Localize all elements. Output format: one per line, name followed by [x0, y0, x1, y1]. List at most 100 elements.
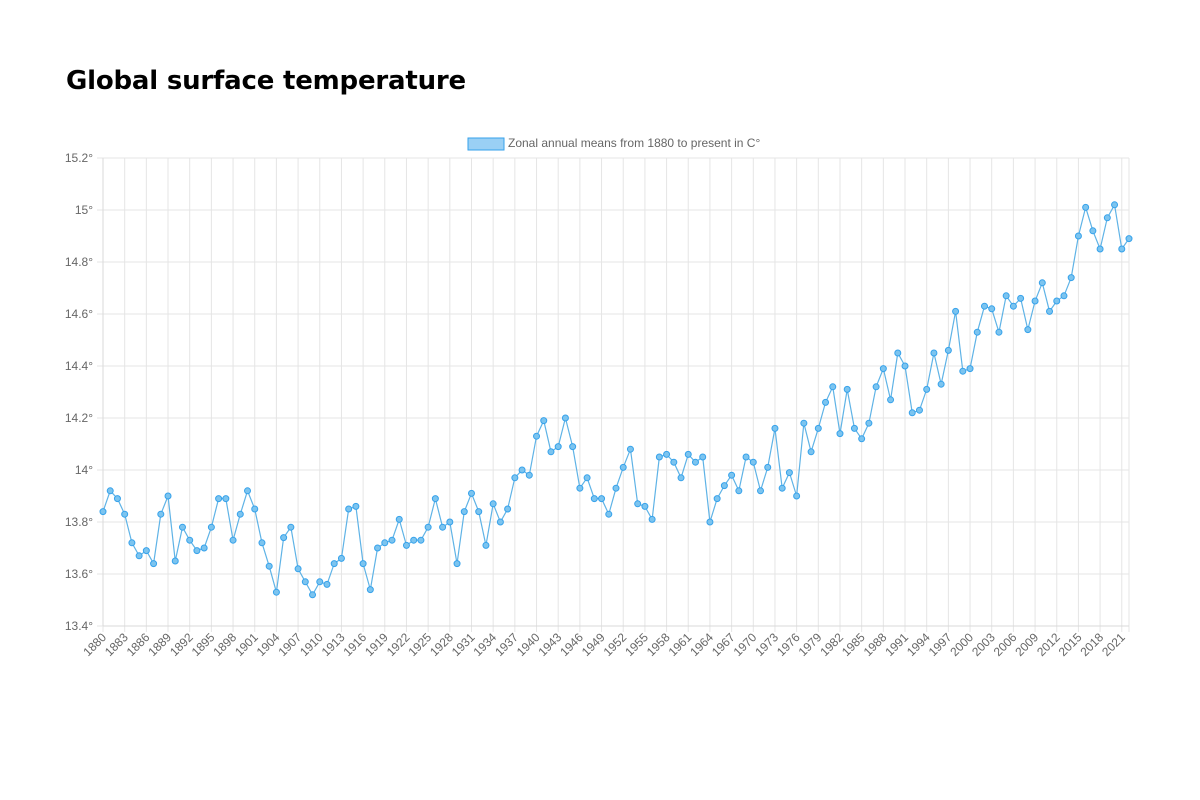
data-point[interactable] [366, 586, 374, 594]
chart-legend[interactable]: Zonal annual means from 1880 to present … [467, 136, 760, 151]
data-point[interactable] [757, 487, 765, 495]
data-point[interactable] [641, 502, 649, 510]
data-point[interactable] [807, 448, 815, 456]
data-point[interactable] [952, 307, 960, 315]
data-point[interactable] [670, 458, 678, 466]
data-point[interactable] [648, 515, 656, 523]
data-point[interactable] [576, 484, 584, 492]
data-point[interactable] [1067, 274, 1075, 282]
data-point[interactable] [619, 463, 627, 471]
data-point[interactable] [453, 560, 461, 568]
data-point[interactable] [323, 580, 331, 588]
data-point[interactable] [467, 489, 475, 497]
data-point[interactable] [771, 424, 779, 432]
data-point[interactable] [872, 383, 880, 391]
data-point[interactable] [525, 471, 533, 479]
data-point[interactable] [1096, 245, 1104, 253]
data-point[interactable] [655, 453, 663, 461]
data-point[interactable] [178, 523, 186, 531]
data-point[interactable] [966, 365, 974, 373]
data-point[interactable] [511, 474, 519, 482]
data-point[interactable] [547, 448, 555, 456]
data-point[interactable] [388, 536, 396, 544]
data-point[interactable] [973, 328, 981, 336]
data-point[interactable] [337, 554, 345, 562]
data-point[interactable] [424, 523, 432, 531]
data-point[interactable] [489, 500, 497, 508]
data-point[interactable] [937, 380, 945, 388]
data-point[interactable] [200, 544, 208, 552]
data-point[interactable] [395, 515, 403, 523]
data-point[interactable] [460, 508, 468, 516]
data-point[interactable] [1053, 297, 1061, 305]
data-point[interactable] [959, 367, 967, 375]
data-point[interactable] [995, 328, 1003, 336]
data-point[interactable] [684, 450, 692, 458]
data-point[interactable] [785, 469, 793, 477]
data-point[interactable] [923, 385, 931, 393]
data-point[interactable] [518, 466, 526, 474]
data-point[interactable] [800, 419, 808, 427]
data-point[interactable] [1038, 279, 1046, 287]
data-point[interactable] [699, 453, 707, 461]
data-point[interactable] [113, 495, 121, 503]
data-point[interactable] [713, 495, 721, 503]
data-point[interactable] [410, 536, 418, 544]
data-point[interactable] [439, 523, 447, 531]
data-point[interactable] [706, 518, 714, 526]
data-point[interactable] [554, 443, 562, 451]
data-point[interactable] [829, 383, 837, 391]
data-point[interactable] [887, 396, 895, 404]
data-point[interactable] [533, 432, 541, 440]
data-point[interactable] [894, 349, 902, 357]
data-point[interactable] [150, 560, 158, 568]
data-point[interactable] [944, 346, 952, 354]
data-point[interactable] [352, 502, 360, 510]
data-point[interactable] [229, 536, 237, 544]
data-point[interactable] [301, 578, 309, 586]
data-point[interactable] [193, 547, 201, 555]
data-point[interactable] [417, 536, 425, 544]
data-point[interactable] [316, 578, 324, 586]
data-point[interactable] [446, 518, 454, 526]
data-point[interactable] [901, 362, 909, 370]
data-point[interactable] [626, 445, 634, 453]
data-point[interactable] [171, 557, 179, 565]
data-point[interactable] [504, 505, 512, 513]
data-point[interactable] [836, 430, 844, 438]
data-point[interactable] [244, 487, 252, 495]
data-point[interactable] [258, 539, 266, 547]
data-point[interactable] [287, 523, 295, 531]
data-point[interactable] [128, 539, 136, 547]
data-point[interactable] [1002, 292, 1010, 300]
data-point[interactable] [1031, 297, 1039, 305]
data-point[interactable] [1111, 201, 1119, 209]
data-point[interactable] [793, 492, 801, 500]
data-point[interactable] [843, 385, 851, 393]
data-point[interactable] [720, 482, 728, 490]
data-point[interactable] [908, 409, 916, 417]
data-point[interactable] [381, 539, 389, 547]
data-point[interactable] [598, 495, 606, 503]
data-point[interactable] [496, 518, 504, 526]
data-point[interactable] [850, 424, 858, 432]
data-point[interactable] [265, 562, 273, 570]
data-point[interactable] [988, 305, 996, 313]
data-point[interactable] [561, 414, 569, 422]
data-point[interactable] [309, 591, 317, 599]
data-point[interactable] [402, 541, 410, 549]
data-point[interactable] [1046, 307, 1054, 315]
data-point[interactable] [374, 544, 382, 552]
data-point[interactable] [764, 463, 772, 471]
data-point[interactable] [1060, 292, 1068, 300]
data-point[interactable] [749, 458, 757, 466]
data-point[interactable] [121, 510, 129, 518]
data-point[interactable] [879, 365, 887, 373]
data-point[interactable] [359, 560, 367, 568]
data-point[interactable] [431, 495, 439, 503]
data-point[interactable] [294, 565, 302, 573]
data-point[interactable] [106, 487, 114, 495]
data-point[interactable] [569, 443, 577, 451]
data-point[interactable] [1009, 302, 1017, 310]
data-point[interactable] [1103, 214, 1111, 222]
